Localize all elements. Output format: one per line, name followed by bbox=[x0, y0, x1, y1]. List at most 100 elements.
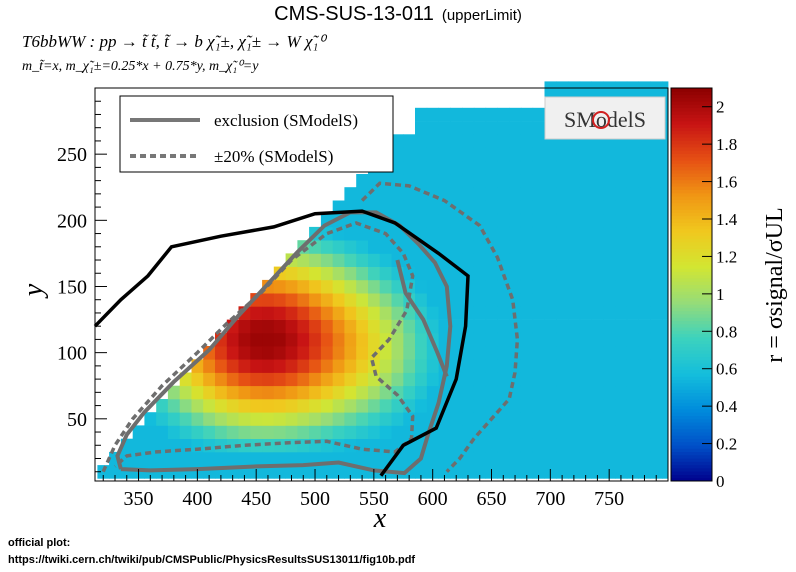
heatmap-cell bbox=[532, 385, 545, 400]
heatmap-cell bbox=[226, 385, 239, 400]
heatmap-cell bbox=[473, 174, 487, 188]
heatmap-cell bbox=[273, 385, 286, 400]
heatmap-cell bbox=[426, 306, 439, 320]
heatmap-cell bbox=[379, 253, 392, 267]
heatmap-cell bbox=[556, 226, 569, 241]
colorbar-band bbox=[671, 169, 712, 174]
colorbar-band bbox=[671, 382, 712, 387]
heatmap-cell bbox=[262, 319, 275, 334]
heatmap-cell bbox=[568, 425, 581, 439]
heatmap-cell bbox=[309, 293, 322, 307]
heatmap-cell bbox=[391, 187, 404, 201]
heatmap-cell bbox=[544, 266, 557, 281]
x-tick-label: 450 bbox=[241, 488, 271, 510]
colorbar-band bbox=[671, 117, 712, 122]
legend: exclusion (SModelS) ±20% (SModelS) bbox=[119, 95, 394, 173]
heatmap-cell bbox=[626, 359, 639, 373]
curves bbox=[93, 181, 520, 477]
heatmap-cell bbox=[462, 253, 475, 267]
heatmap-cell bbox=[415, 399, 428, 413]
exclusion-smodels-curve bbox=[115, 210, 453, 476]
heatmap-cell bbox=[532, 213, 545, 228]
heatmap-cell bbox=[191, 451, 204, 466]
heatmap-cell bbox=[320, 293, 334, 307]
heatmap-cell bbox=[556, 174, 569, 188]
heatmap-cell bbox=[332, 412, 345, 426]
heatmap-cell bbox=[615, 306, 628, 320]
colorbar-band bbox=[671, 395, 712, 400]
heatmap-cell bbox=[485, 134, 498, 148]
heatmap-cell bbox=[638, 226, 651, 241]
legend-label: exclusion (SModelS) bbox=[214, 111, 358, 130]
colorbar-frame bbox=[670, 87, 713, 482]
heatmap-cell bbox=[650, 213, 663, 228]
heatmap-cell bbox=[320, 332, 334, 347]
heatmap-cell bbox=[403, 359, 416, 373]
heatmap-cell bbox=[544, 279, 557, 294]
heatmap-cell bbox=[591, 293, 604, 307]
heatmap-cell bbox=[662, 134, 669, 148]
heatmap-cell bbox=[262, 465, 275, 479]
heatmap-cell bbox=[403, 346, 416, 360]
heatmap-cell bbox=[473, 147, 487, 162]
heatmap-cell bbox=[579, 319, 592, 334]
heatmap-cell bbox=[309, 306, 322, 320]
heatmap-cell bbox=[509, 412, 522, 426]
colorbar-band bbox=[671, 448, 712, 453]
heatmap-cell bbox=[344, 240, 357, 254]
heatmap-cell bbox=[191, 425, 204, 439]
heatmap-cell bbox=[591, 451, 604, 466]
heatmap-cell bbox=[332, 240, 345, 254]
heatmap-cell bbox=[497, 412, 510, 426]
heatmap-cell bbox=[556, 253, 569, 267]
heatmap-cell bbox=[285, 346, 298, 360]
heatmap-cell bbox=[638, 213, 651, 228]
heatmap-cell bbox=[368, 266, 381, 281]
heatmap-cell bbox=[238, 359, 251, 373]
heatmap-cell bbox=[179, 451, 192, 466]
heatmap-cell bbox=[520, 279, 534, 294]
colorbar-band bbox=[671, 235, 712, 240]
heatmap-cell bbox=[462, 425, 475, 439]
heatmap-cell bbox=[603, 240, 616, 254]
heatmap-cell bbox=[520, 412, 534, 426]
heatmap-cell bbox=[415, 253, 428, 267]
heatmap-cell bbox=[403, 134, 416, 148]
heatmap-cell bbox=[520, 121, 534, 135]
heatmap-cell bbox=[544, 438, 557, 453]
heatmap-cell bbox=[579, 200, 592, 215]
heatmap-cell bbox=[532, 372, 545, 387]
heatmap-cell bbox=[520, 213, 534, 228]
heatmap-cell bbox=[591, 226, 604, 241]
x-tick-label: 700 bbox=[535, 488, 565, 510]
heatmap-cell bbox=[520, 160, 534, 175]
heatmap-cell bbox=[262, 372, 275, 387]
heatmap-cell bbox=[450, 147, 463, 162]
heatmap-cell bbox=[603, 293, 616, 307]
heatmap-cell bbox=[179, 412, 192, 426]
heatmap-cell bbox=[226, 359, 239, 373]
colorbar-band bbox=[671, 120, 712, 125]
heatmap-cell bbox=[438, 425, 451, 439]
heatmap-cell bbox=[215, 412, 228, 426]
heatmap-cell bbox=[568, 187, 581, 201]
heatmap-cell bbox=[520, 451, 534, 466]
heatmap-cell bbox=[603, 385, 616, 400]
heatmap-cell bbox=[285, 266, 298, 281]
heatmap-cell bbox=[638, 279, 651, 294]
heatmap-cell bbox=[615, 160, 628, 175]
heatmap-cell bbox=[144, 451, 157, 466]
heatmap-cell bbox=[662, 385, 669, 400]
heatmap-cell bbox=[532, 359, 545, 373]
heatmap-cell bbox=[556, 187, 569, 201]
heatmap-cell bbox=[579, 147, 592, 162]
heatmap-cell bbox=[650, 253, 663, 267]
heatmap-cell bbox=[662, 306, 669, 320]
heatmap-cell bbox=[532, 319, 545, 334]
y-tick-label: 100 bbox=[57, 343, 87, 365]
heatmap-cell bbox=[568, 279, 581, 294]
heatmap-cell bbox=[391, 306, 404, 320]
heatmap-cell bbox=[520, 174, 534, 188]
heatmap-cell bbox=[297, 399, 310, 413]
colorbar-band bbox=[671, 320, 712, 325]
